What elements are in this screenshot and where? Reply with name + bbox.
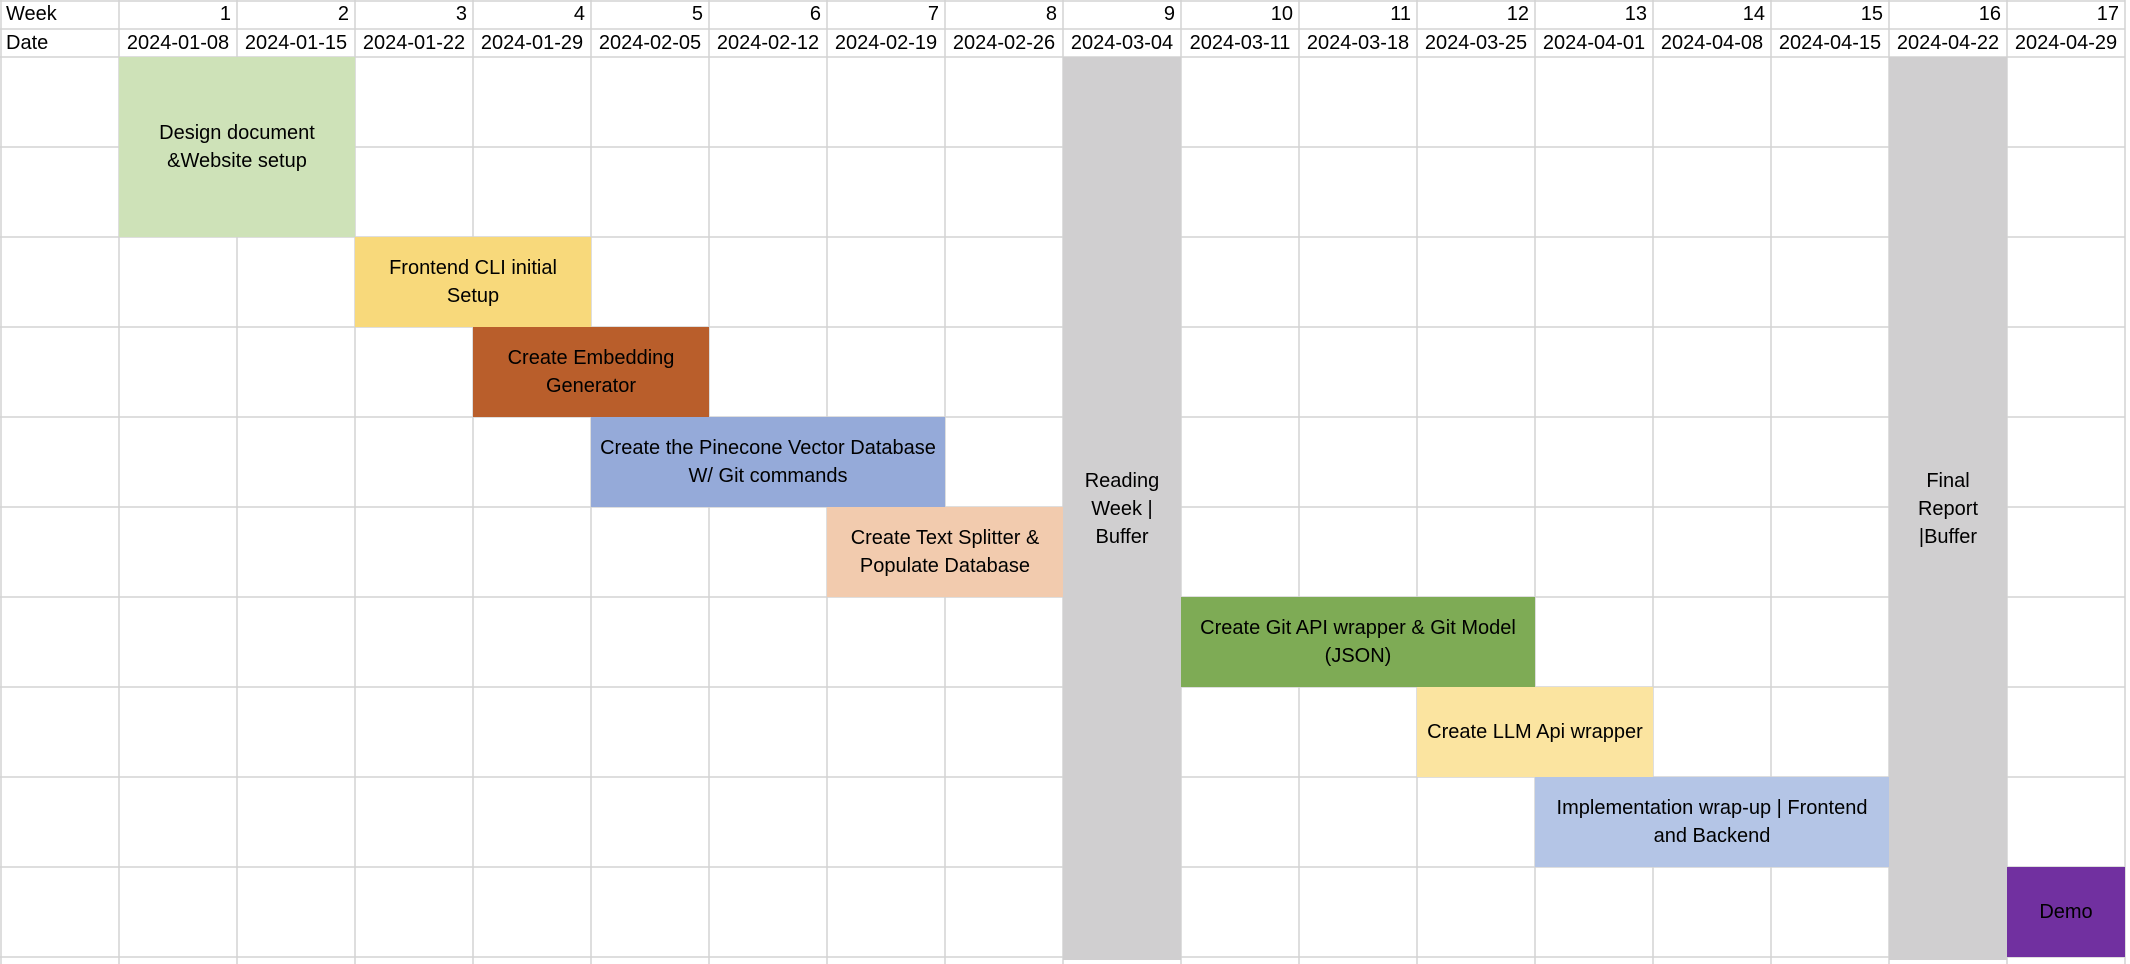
week-date: 2024-04-22 bbox=[1896, 32, 2000, 54]
week-date: 2024-04-29 bbox=[2014, 32, 2118, 54]
week-number: 11 bbox=[1390, 3, 1411, 25]
week-number: 5 bbox=[691, 3, 703, 25]
week-date: 2024-04-01 bbox=[1542, 32, 1646, 54]
task-bar: Create the Pinecone Vector Database W/ G… bbox=[591, 417, 945, 507]
week-number: 13 bbox=[1624, 3, 1647, 25]
task-bar: Create Text Splitter & Populate Database bbox=[827, 507, 1063, 597]
week-number: 3 bbox=[455, 3, 467, 25]
week-date: 2024-02-05 bbox=[598, 32, 702, 54]
week-number: 6 bbox=[809, 3, 821, 25]
week-date: 2024-04-15 bbox=[1778, 32, 1882, 54]
week-number: 12 bbox=[1506, 3, 1529, 25]
week-date: 2024-01-29 bbox=[480, 32, 584, 54]
date-row-label: Date bbox=[6, 32, 49, 54]
task-bar: Design document &Website setup bbox=[119, 57, 355, 237]
week-row-label: Week bbox=[6, 3, 57, 25]
buffer-column: Final Report |Buffer bbox=[1889, 57, 2007, 960]
week-number: 9 bbox=[1163, 3, 1175, 25]
week-number: 14 bbox=[1742, 3, 1765, 25]
week-number: 15 bbox=[1860, 3, 1883, 25]
week-number: 7 bbox=[927, 3, 939, 25]
task-bar: Create LLM Api wrapper bbox=[1417, 687, 1653, 777]
week-number: 17 bbox=[2096, 3, 2119, 25]
buffer-column: Reading Week | Buffer bbox=[1063, 57, 1181, 960]
week-number: 1 bbox=[219, 3, 231, 25]
week-date: 2024-01-15 bbox=[244, 32, 348, 54]
task-bar: Implementation wrap-up | Frontend and Ba… bbox=[1535, 777, 1889, 867]
week-date: 2024-03-11 bbox=[1189, 32, 1291, 54]
week-number: 8 bbox=[1045, 3, 1057, 25]
week-date: 2024-01-22 bbox=[362, 32, 466, 54]
week-number: 16 bbox=[1978, 3, 2001, 25]
week-date: 2024-01-08 bbox=[126, 32, 230, 54]
week-number: 2 bbox=[337, 3, 349, 25]
week-date: 2024-03-04 bbox=[1070, 32, 1174, 54]
task-bar: Demo bbox=[2007, 867, 2125, 957]
task-bar: Create Git API wrapper & Git Model (JSON… bbox=[1181, 597, 1535, 687]
week-date: 2024-03-25 bbox=[1424, 32, 1528, 54]
week-date: 2024-03-18 bbox=[1306, 32, 1410, 54]
task-bar: Frontend CLI initial Setup bbox=[355, 237, 591, 327]
week-date: 2024-04-08 bbox=[1660, 32, 1764, 54]
week-date: 2024-02-19 bbox=[834, 32, 938, 54]
week-number: 4 bbox=[573, 3, 585, 25]
week-number: 10 bbox=[1270, 3, 1293, 25]
week-date: 2024-02-26 bbox=[952, 32, 1056, 54]
week-date: 2024-02-12 bbox=[716, 32, 820, 54]
task-bar: Create Embedding Generator bbox=[473, 327, 709, 417]
